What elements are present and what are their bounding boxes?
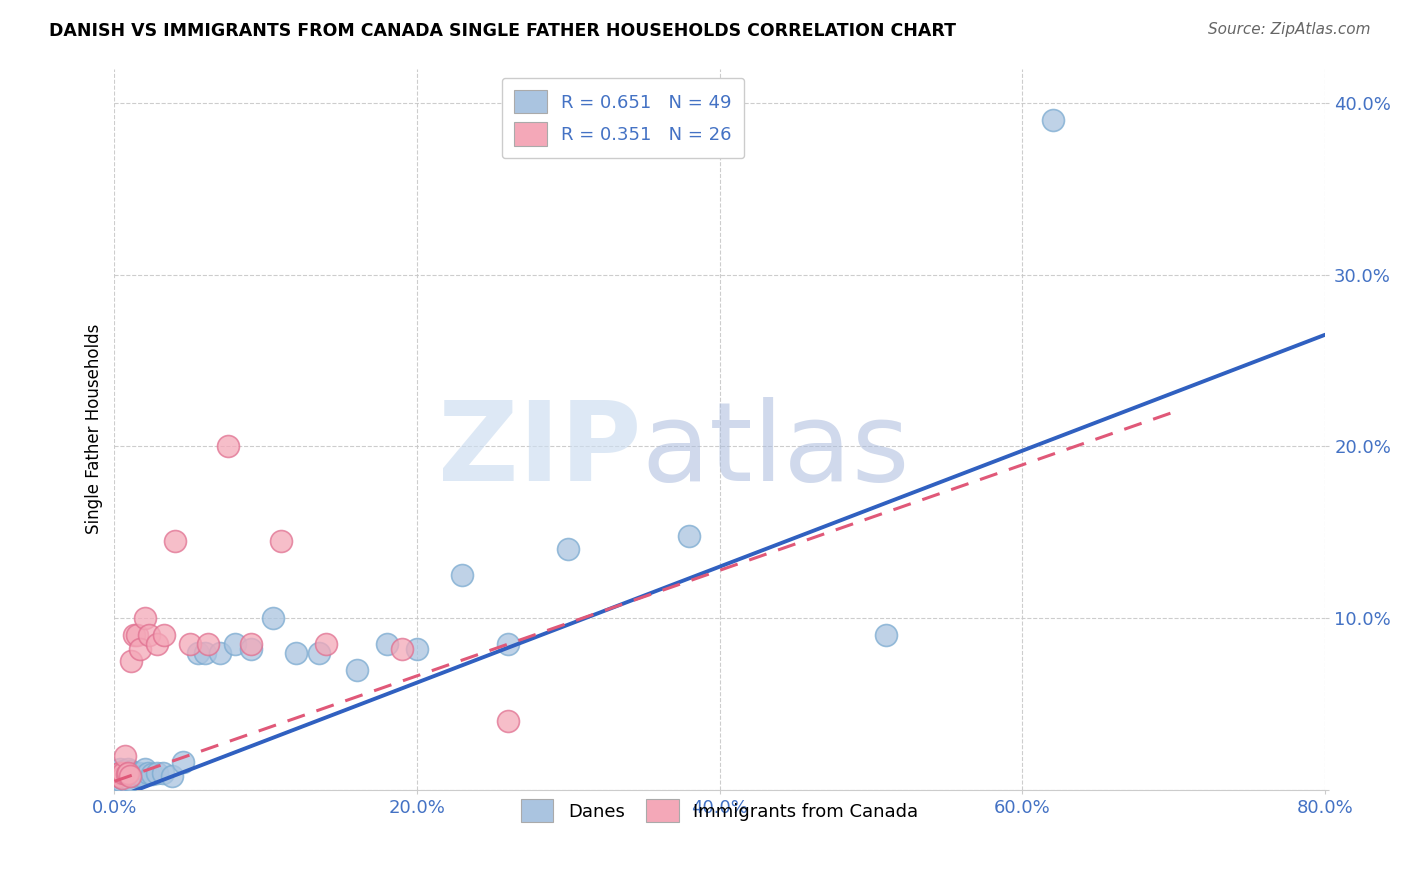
Point bbox=[110, 762, 132, 776]
Point bbox=[129, 642, 152, 657]
Point bbox=[107, 767, 129, 781]
Point bbox=[117, 762, 139, 776]
Legend: Danes, Immigrants from Canada: Danes, Immigrants from Canada bbox=[509, 787, 931, 835]
Point bbox=[239, 642, 262, 657]
Point bbox=[107, 774, 129, 789]
Point bbox=[111, 771, 134, 785]
Point bbox=[110, 765, 132, 780]
Point bbox=[209, 646, 232, 660]
Point bbox=[108, 769, 131, 783]
Point bbox=[115, 774, 138, 789]
Point bbox=[120, 764, 142, 778]
Point bbox=[115, 767, 138, 781]
Point bbox=[127, 767, 149, 781]
Text: ZIP: ZIP bbox=[437, 397, 641, 504]
Point bbox=[131, 769, 153, 783]
Point bbox=[172, 756, 194, 770]
Point bbox=[678, 529, 700, 543]
Point bbox=[152, 765, 174, 780]
Point bbox=[115, 767, 138, 781]
Point bbox=[112, 764, 135, 778]
Point bbox=[179, 637, 201, 651]
Point bbox=[375, 637, 398, 651]
Point bbox=[111, 771, 134, 785]
Point bbox=[118, 765, 141, 780]
Point bbox=[153, 628, 176, 642]
Point bbox=[108, 765, 131, 780]
Point bbox=[127, 628, 149, 642]
Point bbox=[118, 769, 141, 783]
Point bbox=[163, 533, 186, 548]
Point bbox=[117, 769, 139, 783]
Point bbox=[160, 769, 183, 783]
Point bbox=[112, 769, 135, 783]
Point bbox=[136, 765, 159, 780]
Point bbox=[239, 637, 262, 651]
Point bbox=[114, 748, 136, 763]
Point bbox=[117, 765, 139, 780]
Point bbox=[122, 765, 145, 780]
Point bbox=[496, 637, 519, 651]
Point bbox=[146, 765, 169, 780]
Point bbox=[315, 637, 337, 651]
Point bbox=[197, 637, 219, 651]
Point bbox=[110, 772, 132, 787]
Point bbox=[217, 439, 239, 453]
Point bbox=[346, 663, 368, 677]
Point bbox=[496, 714, 519, 729]
Point bbox=[138, 628, 160, 642]
Point bbox=[391, 642, 413, 657]
Point bbox=[187, 646, 209, 660]
Point bbox=[114, 771, 136, 785]
Point bbox=[262, 611, 284, 625]
Point bbox=[108, 769, 131, 783]
Point bbox=[134, 611, 156, 625]
Point bbox=[114, 765, 136, 780]
Point bbox=[118, 772, 141, 787]
Y-axis label: Single Father Households: Single Father Households bbox=[86, 324, 103, 534]
Text: atlas: atlas bbox=[641, 397, 910, 504]
Point bbox=[451, 568, 474, 582]
Point bbox=[121, 767, 143, 781]
Point bbox=[134, 762, 156, 776]
Point bbox=[875, 628, 897, 642]
Point bbox=[141, 767, 163, 781]
Point bbox=[270, 533, 292, 548]
Point bbox=[285, 646, 308, 660]
Point bbox=[406, 642, 429, 657]
Point bbox=[112, 765, 135, 780]
Point bbox=[146, 637, 169, 651]
Point bbox=[124, 769, 146, 783]
Text: Source: ZipAtlas.com: Source: ZipAtlas.com bbox=[1208, 22, 1371, 37]
Point bbox=[224, 637, 246, 651]
Point bbox=[120, 654, 142, 668]
Point bbox=[111, 767, 134, 781]
Point bbox=[1042, 113, 1064, 128]
Point bbox=[128, 765, 150, 780]
Point bbox=[120, 769, 142, 783]
Point bbox=[194, 646, 217, 660]
Point bbox=[308, 646, 330, 660]
Point bbox=[557, 542, 579, 557]
Point bbox=[122, 628, 145, 642]
Text: DANISH VS IMMIGRANTS FROM CANADA SINGLE FATHER HOUSEHOLDS CORRELATION CHART: DANISH VS IMMIGRANTS FROM CANADA SINGLE … bbox=[49, 22, 956, 40]
